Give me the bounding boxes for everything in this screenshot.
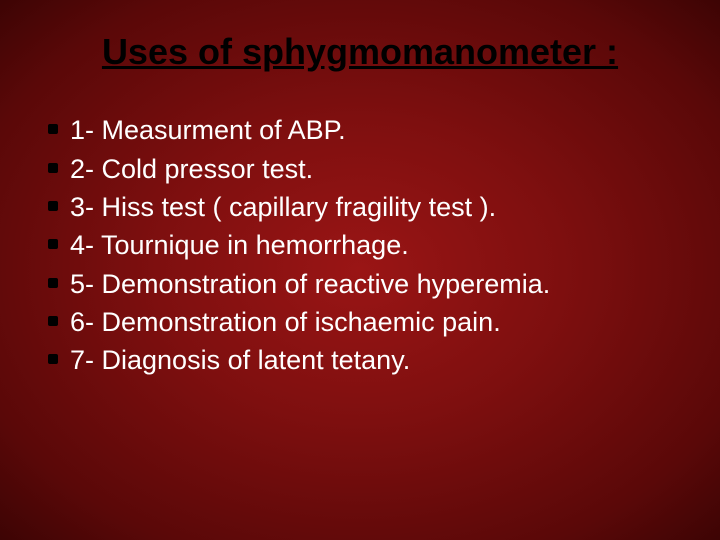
slide: Uses of sphygmomanometer : 1- Measurment… (0, 0, 720, 540)
list-item: 6- Demonstration of ischaemic pain. (48, 303, 680, 341)
list-item: 3- Hiss test ( capillary fragility test … (48, 188, 680, 226)
list-item: 1- Measurment of ABP. (48, 111, 680, 149)
bullet-list: 1- Measurment of ABP. 2- Cold pressor te… (40, 111, 680, 379)
list-item: 7- Diagnosis of latent tetany. (48, 341, 680, 379)
list-item: 5- Demonstration of reactive hyperemia. (48, 265, 680, 303)
list-item: 2- Cold pressor test. (48, 150, 680, 188)
list-item: 4- Tournique in hemorrhage. (48, 226, 680, 264)
slide-title: Uses of sphygmomanometer : (40, 30, 680, 73)
